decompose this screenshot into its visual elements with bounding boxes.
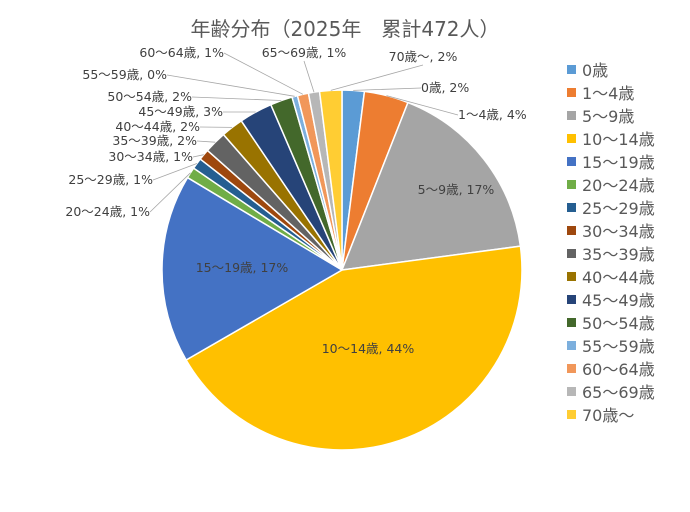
- legend-label: 50～54歳: [582, 314, 655, 333]
- leader-lines: [149, 52, 459, 213]
- pie-slice: [318, 89, 343, 271]
- leader-line: [196, 140, 216, 143]
- leader-line: [353, 87, 422, 91]
- data-label: 30～34歳, 1%: [108, 149, 193, 164]
- chart-title: 年齢分布（2025年 累計472人）: [190, 17, 499, 41]
- legend-label: 10～14歳: [582, 130, 655, 149]
- data-label: 55～59歳, 0%: [82, 67, 167, 82]
- data-label: 50～54歳, 2%: [107, 89, 192, 104]
- legend-label: 35～39歳: [582, 245, 655, 264]
- data-label: 0歳, 2%: [421, 80, 469, 95]
- pie-slices: [161, 89, 523, 451]
- legend-label: 0歳: [582, 61, 608, 80]
- leader-line: [191, 96, 282, 101]
- data-label: 15～19歳, 17%: [196, 260, 289, 275]
- legend-label: 45～49歳: [582, 291, 655, 310]
- legend-label: 1～4歳: [582, 84, 634, 103]
- pie-slice: [340, 101, 522, 271]
- data-label: 40～44歳, 2%: [115, 119, 200, 134]
- leader-line: [386, 95, 459, 116]
- legend-label: 65～69歳: [582, 383, 655, 402]
- data-label: 65～69歳, 1%: [262, 45, 347, 60]
- legend-swatch: [567, 180, 576, 189]
- legend-label: 20～24歳: [582, 176, 655, 195]
- pie-slice: [185, 245, 523, 451]
- legend-swatch: [567, 364, 576, 373]
- legend-label: 40～44歳: [582, 268, 655, 287]
- data-label: 20～24歳, 1%: [65, 204, 150, 219]
- data-label: 25～29歳, 1%: [68, 172, 153, 187]
- legend-swatch: [567, 249, 576, 258]
- data-label: 10～14歳, 44%: [322, 341, 415, 356]
- legend-label: 15～19歳: [582, 153, 655, 172]
- legend-label: 70歳～: [582, 406, 634, 425]
- data-labels: 0歳, 2% 1～4歳, 4% 5～9歳, 17% 10～14歳, 44% 15～19歳…: [65, 45, 526, 356]
- data-label: 60～64歳, 1%: [139, 45, 224, 60]
- legend-swatch: [567, 203, 576, 212]
- legend-label: 60～64歳: [582, 360, 655, 379]
- leader-line: [149, 172, 191, 213]
- data-label: 35～39歳, 2%: [112, 133, 197, 148]
- legend-swatch: [567, 341, 576, 350]
- legend-swatch: [567, 88, 576, 97]
- leader-line: [303, 60, 315, 93]
- legend-swatch: [567, 387, 576, 396]
- data-label: 70歳～, 2%: [389, 49, 458, 64]
- legend-swatch: [567, 410, 576, 419]
- leader-line: [330, 64, 424, 91]
- leader-line: [166, 74, 295, 97]
- legend-swatch: [567, 318, 576, 327]
- legend-label: 55～59歳: [582, 337, 655, 356]
- legend-swatch: [567, 134, 576, 143]
- legend-label: 30～34歳: [582, 222, 655, 241]
- legend: 0歳 1～4歳 5～9歳 10～14歳 15～19歳 20～24歳 25～29歳 30～34歳…: [567, 61, 655, 425]
- leader-line: [223, 52, 304, 95]
- legend-swatch: [567, 272, 576, 281]
- legend-swatch: [567, 65, 576, 74]
- legend-swatch: [567, 226, 576, 235]
- legend-swatch: [567, 157, 576, 166]
- data-label: 1～4歳, 4%: [458, 107, 527, 122]
- data-label: 45～49歳, 3%: [138, 104, 223, 119]
- leader-line: [192, 154, 204, 158]
- data-label: 5～9歳, 17%: [418, 182, 495, 197]
- leader-line: [152, 163, 198, 181]
- legend-label: 5～9歳: [582, 107, 634, 126]
- pie-slice: [161, 176, 344, 362]
- legend-swatch: [567, 295, 576, 304]
- legend-swatch: [567, 111, 576, 120]
- legend-label: 25～29歳: [582, 199, 655, 218]
